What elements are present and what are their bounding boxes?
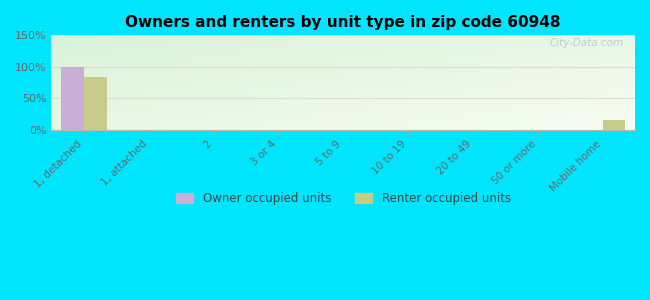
Legend: Owner occupied units, Renter occupied units: Owner occupied units, Renter occupied un… bbox=[171, 188, 515, 210]
Bar bbox=[603, 120, 625, 130]
Bar bbox=[84, 77, 107, 130]
Title: Owners and renters by unit type in zip code 60948: Owners and renters by unit type in zip c… bbox=[125, 15, 561, 30]
Bar bbox=[61, 67, 84, 130]
Text: City-Data.com: City-Data.com bbox=[549, 38, 623, 48]
